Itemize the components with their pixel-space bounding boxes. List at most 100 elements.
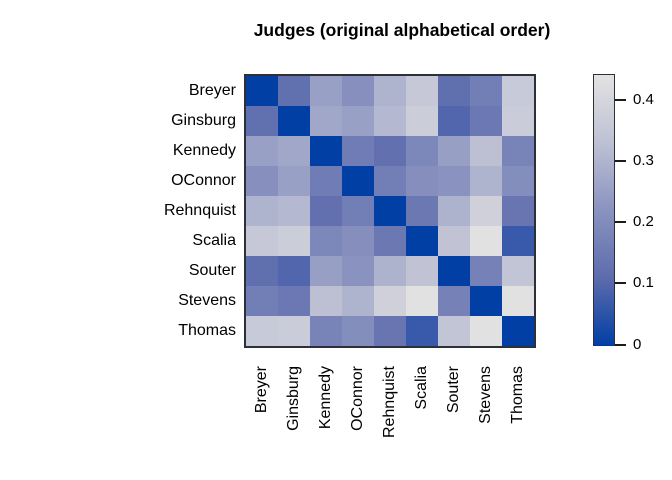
heatmap-cell-Scalia-Souter (438, 226, 470, 256)
heatmap-cell-Kennedy-Kennedy (310, 136, 342, 166)
heatmap-cell-Thomas-Stevens (470, 316, 502, 346)
heatmap-cell-Thomas-OConnor (342, 316, 374, 346)
colorbar-tick-0.4 (615, 98, 626, 101)
heatmap-cell-Scalia-Scalia (406, 226, 438, 256)
col-label-Souter: Souter (445, 366, 462, 414)
heatmap-cell-Rehnquist-Stevens (470, 196, 502, 226)
heatmap-matrix (244, 74, 536, 348)
colorbar-tick-0.3 (615, 160, 626, 163)
colorbar-tick-label-0: 0 (633, 335, 642, 353)
heatmap-cell-Kennedy-Rehnquist (374, 136, 406, 166)
heatmap-cell-Breyer-Scalia (406, 76, 438, 106)
heatmap-cell-Scalia-Stevens (470, 226, 502, 256)
heatmap-cell-Thomas-Thomas (502, 316, 534, 346)
heatmap-cell-Kennedy-Scalia (406, 136, 438, 166)
colorbar-gradient (593, 74, 615, 346)
heatmap-cell-Stevens-Souter (438, 286, 470, 316)
heatmap-cell-Ginsburg-Ginsburg (278, 106, 310, 136)
col-label-Rehnquist: Rehnquist (381, 366, 398, 439)
heatmap-cell-Kennedy-Souter (438, 136, 470, 166)
heatmap-cell-Souter-OConnor (342, 256, 374, 286)
col-label-Ginsburg: Ginsburg (285, 366, 302, 431)
heatmap-cell-Rehnquist-Souter (438, 196, 470, 226)
row-label-Scalia: Scalia (192, 232, 236, 249)
heatmap-cell-Breyer-Thomas (502, 76, 534, 106)
heatmap-cell-Souter-Rehnquist (374, 256, 406, 286)
row-label-Rehnquist: Rehnquist (163, 202, 236, 219)
heatmap-cell-Scalia-OConnor (342, 226, 374, 256)
heatmap-cell-Souter-Thomas (502, 256, 534, 286)
col-label-Thomas: Thomas (509, 366, 526, 424)
heatmap-cell-Breyer-Rehnquist (374, 76, 406, 106)
row-label-Souter: Souter (188, 262, 236, 279)
heatmap-cell-Stevens-Thomas (502, 286, 534, 316)
heatmap-cell-Breyer-Ginsburg (278, 76, 310, 106)
heatmap-cell-OConnor-Souter (438, 166, 470, 196)
heatmap-cell-Stevens-OConnor (342, 286, 374, 316)
colorbar-tick-0.2 (615, 221, 626, 224)
heatmap-cell-Kennedy-Ginsburg (278, 136, 310, 166)
heatmap-cell-Thomas-Kennedy (310, 316, 342, 346)
heatmap-cell-Breyer-OConnor (342, 76, 374, 106)
heatmap-cell-OConnor-Kennedy (310, 166, 342, 196)
col-label-OConnor: OConnor (349, 366, 366, 431)
row-label-OConnor: OConnor (171, 172, 236, 189)
chart-title: Judges (original alphabetical order) (253, 20, 551, 40)
heatmap-cell-OConnor-Rehnquist (374, 166, 406, 196)
heatmap-cell-Thomas-Scalia (406, 316, 438, 346)
heatmap-cell-Ginsburg-Breyer (246, 106, 278, 136)
heatmap-cell-Scalia-Kennedy (310, 226, 342, 256)
heatmap-cell-Scalia-Breyer (246, 226, 278, 256)
heatmap-cell-Stevens-Breyer (246, 286, 278, 316)
heatmap-cell-Thomas-Ginsburg (278, 316, 310, 346)
heatmap-cell-Souter-Breyer (246, 256, 278, 286)
heatmap-cell-Rehnquist-Breyer (246, 196, 278, 226)
colorbar-tick-label-0.1: 0.1 (633, 274, 654, 292)
row-label-Thomas: Thomas (178, 322, 236, 339)
heatmap-cell-Breyer-Kennedy (310, 76, 342, 106)
heatmap-cell-Stevens-Rehnquist (374, 286, 406, 316)
colorbar-tick-0 (615, 343, 626, 346)
heatmap-cell-OConnor-Stevens (470, 166, 502, 196)
heatmap-cell-Rehnquist-Scalia (406, 196, 438, 226)
heatmap-cell-Rehnquist-Rehnquist (374, 196, 406, 226)
heatmap-cell-Rehnquist-Thomas (502, 196, 534, 226)
heatmap-cell-OConnor-Breyer (246, 166, 278, 196)
heatmap-cell-Kennedy-Thomas (502, 136, 534, 166)
heatmap-cell-Ginsburg-Rehnquist (374, 106, 406, 136)
col-label-Scalia: Scalia (413, 366, 430, 410)
row-label-Kennedy: Kennedy (172, 142, 236, 159)
heatmap-cell-Rehnquist-Ginsburg (278, 196, 310, 226)
heatmap-cell-OConnor-Ginsburg (278, 166, 310, 196)
row-label-Stevens: Stevens (178, 292, 236, 309)
heatmap-cell-Ginsburg-Thomas (502, 106, 534, 136)
heatmap-cell-Ginsburg-Kennedy (310, 106, 342, 136)
heatmap-cell-Stevens-Stevens (470, 286, 502, 316)
heatmap-cell-Souter-Souter (438, 256, 470, 286)
heatmap-cell-OConnor-Scalia (406, 166, 438, 196)
heatmap-cell-Thomas-Breyer (246, 316, 278, 346)
row-label-Ginsburg: Ginsburg (171, 112, 236, 129)
heatmap-cell-Stevens-Ginsburg (278, 286, 310, 316)
col-label-Breyer: Breyer (253, 366, 270, 414)
colorbar-tick-0.1 (615, 282, 626, 285)
heatmap-cell-Scalia-Rehnquist (374, 226, 406, 256)
heatmap-cell-Breyer-Stevens (470, 76, 502, 106)
heatmap-cell-Kennedy-OConnor (342, 136, 374, 166)
col-label-Kennedy: Kennedy (317, 366, 334, 430)
heatmap-cell-Thomas-Rehnquist (374, 316, 406, 346)
heatmap-cell-Breyer-Breyer (246, 76, 278, 106)
col-label-Stevens: Stevens (477, 366, 494, 424)
heatmap-cell-Rehnquist-OConnor (342, 196, 374, 226)
heatmap-cell-Ginsburg-Souter (438, 106, 470, 136)
heatmap-cell-Scalia-Thomas (502, 226, 534, 256)
heatmap-cell-Thomas-Souter (438, 316, 470, 346)
colorbar-tick-label-0.2: 0.2 (633, 213, 654, 231)
heatmap-cell-Souter-Kennedy (310, 256, 342, 286)
heatmap-cell-Ginsburg-Scalia (406, 106, 438, 136)
colorbar-tick-label-0.3: 0.3 (633, 152, 654, 170)
heatmap-cell-Breyer-Souter (438, 76, 470, 106)
heatmap-cell-Souter-Scalia (406, 256, 438, 286)
heatmap-cell-Souter-Ginsburg (278, 256, 310, 286)
